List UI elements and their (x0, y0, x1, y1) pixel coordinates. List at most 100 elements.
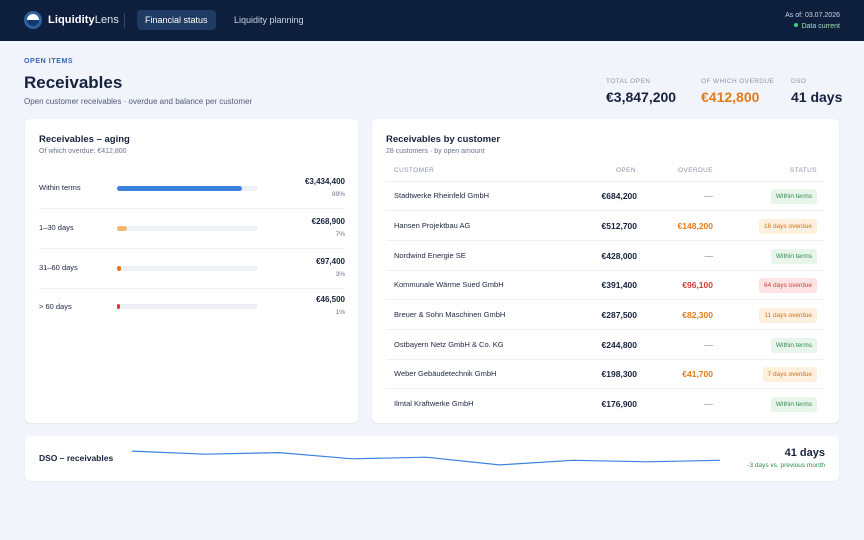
aging-label: 1–30 days (39, 223, 74, 232)
status-badge: 18 days overdue (758, 219, 817, 234)
page-title: Receivables (24, 73, 123, 92)
data-status: Data current (794, 23, 840, 30)
aging-bar-fill (117, 304, 120, 309)
customer-name: Nordwind Energie SE (394, 251, 466, 260)
aging-amount: €268,900 (311, 217, 345, 226)
kpi-overdue: OF WHICH OVERDUE €412,800 (701, 78, 774, 105)
aging-label: > 60 days (39, 302, 72, 311)
customer-name: Ilmtal Kraftwerke GmbH (394, 399, 474, 408)
status-badge: Within terms (770, 249, 817, 264)
section-eyebrow: OPEN ITEMS (24, 58, 74, 65)
col-header-overdue[interactable]: OVERDUE (678, 167, 713, 174)
aging-bar-track (117, 304, 258, 309)
dso-sparkline (131, 450, 721, 466)
kpi-value: €412,800 (701, 89, 760, 105)
aging-bar-track (117, 266, 258, 271)
col-header-open[interactable]: OPEN (615, 167, 636, 174)
dso-title: DSO – receivables (39, 453, 114, 463)
table-row[interactable]: Hansen Projektbau AG €512,700 €148,200 18 d… (386, 211, 824, 241)
aging-row: 1–30 days €268,900 7% (39, 211, 345, 249)
aging-label: 31–60 days (39, 263, 78, 272)
customer-name: Breuer & Sohn Maschinen GmbH (394, 310, 506, 319)
aging-percent: 89% (331, 191, 345, 198)
aging-amount: €97,400 (316, 257, 345, 266)
status-dot-icon (794, 23, 799, 27)
tab-liquidity-planning[interactable]: Liquidity planning (234, 15, 304, 25)
overdue-amount: €41,700 (682, 369, 713, 379)
status-badge: 7 days overdue (762, 367, 817, 382)
table-row[interactable]: Kommunale Wärme Sued GmbH €391,400 €96,100… (386, 270, 824, 300)
customers-title: Receivables by customer (386, 134, 501, 145)
tab-financial-status[interactable]: Financial status (137, 10, 216, 30)
app-name: LiquidityLens (48, 14, 119, 26)
page-subtitle: Open customer receivables · overdue and … (24, 97, 253, 106)
open-amount: €512,700 (601, 221, 637, 231)
kpi-label: OF WHICH OVERDUE (701, 78, 775, 85)
kpi-total-open: TOTAL OPEN €3,847,200 (606, 78, 676, 105)
data-status-label: Data current (801, 23, 840, 30)
table-row[interactable]: Stadtwerke Rheinfeld GmbH €684,200 — Within… (386, 181, 824, 211)
aging-bar-track (117, 226, 258, 231)
aging-title: Receivables – aging (39, 134, 130, 145)
status-badge: Within terms (770, 338, 817, 353)
logo-icon (24, 11, 42, 29)
col-header-status[interactable]: STATUS (789, 167, 817, 174)
as-of-date: As of: 03.07.2026 (785, 12, 840, 19)
kpi-dso: DSO 41 days (791, 78, 842, 105)
customer-name: Kommunale Wärme Sued GmbH (394, 280, 504, 289)
aging-percent: 7% (335, 231, 345, 238)
aging-percent: 3% (335, 271, 345, 278)
aging-bar-fill (117, 226, 127, 231)
table-row[interactable]: Ostbayern Netz GmbH & Co. KG €244,800 — Wit… (386, 330, 824, 360)
aging-subtitle: Of which overdue: €412,800 (39, 148, 127, 155)
aging-bar-fill (117, 266, 122, 271)
aging-bar-fill (117, 186, 243, 191)
top-bar: LiquidityLens Financial status Liquidity… (0, 0, 864, 41)
open-amount: €391,400 (601, 280, 637, 290)
open-amount: €176,900 (601, 399, 637, 409)
customers-subtitle: 28 customers · by open amount (386, 148, 485, 155)
dso-card (25, 436, 839, 481)
kpi-label: DSO (791, 78, 807, 85)
customers-card: Receivables by customer 28 customers · b… (372, 119, 839, 423)
status-badge: 64 days overdue (758, 278, 817, 293)
divider (124, 13, 125, 28)
customer-name: Hansen Projektbau AG (394, 221, 471, 230)
col-header-customer[interactable]: CUSTOMER (394, 167, 435, 174)
table-row[interactable]: Nordwind Energie SE €428,000 — Within terms (386, 241, 824, 271)
table-row[interactable]: Weber Gebäudetechnik GmbH €198,300 €41,700… (386, 359, 824, 389)
aging-label: Within terms (39, 183, 81, 192)
kpi-label: TOTAL OPEN (606, 78, 651, 85)
aging-card: Receivables – aging Of which overdue: €4… (25, 119, 358, 423)
overdue-amount: — (704, 191, 714, 201)
customer-name: Weber Gebäudetechnik GmbH (394, 369, 497, 378)
open-amount: €198,300 (601, 369, 637, 379)
open-amount: €244,800 (601, 340, 637, 350)
aging-bar-track (117, 186, 258, 191)
dso-value: 41 days (784, 447, 825, 459)
open-amount: €684,200 (601, 191, 637, 201)
overdue-amount: — (704, 340, 714, 350)
table-row[interactable]: Breuer & Sohn Maschinen GmbH €287,500 €82,… (386, 300, 824, 330)
aging-percent: 1% (335, 309, 345, 316)
overdue-amount: — (704, 399, 714, 409)
status-badge: 11 days overdue (759, 308, 817, 323)
open-amount: €287,500 (601, 310, 637, 320)
overdue-amount: €82,300 (682, 310, 713, 320)
table-row[interactable]: Ilmtal Kraftwerke GmbH €176,900 — Within te… (386, 389, 824, 419)
overdue-amount: €148,200 (677, 221, 713, 231)
aging-amount: €46,500 (316, 295, 345, 304)
dso-trend-line (131, 450, 721, 466)
kpi-value: 41 days (791, 89, 843, 105)
aging-row: Within terms €3,434,400 89% (39, 171, 345, 209)
aging-amount: €3,434,400 (304, 177, 345, 186)
customer-name: Stadtwerke Rheinfeld GmbH (394, 191, 490, 200)
aging-row: 31–60 days €97,400 3% (39, 251, 345, 289)
dso-delta: -3 days vs. previous month (747, 462, 825, 469)
kpi-value: €3,847,200 (606, 89, 677, 105)
open-amount: €428,000 (601, 251, 637, 261)
customer-name: Ostbayern Netz GmbH & Co. KG (394, 340, 504, 349)
overdue-amount: — (704, 251, 714, 261)
status-badge: Within terms (770, 189, 817, 204)
table-header-divider (386, 181, 824, 182)
